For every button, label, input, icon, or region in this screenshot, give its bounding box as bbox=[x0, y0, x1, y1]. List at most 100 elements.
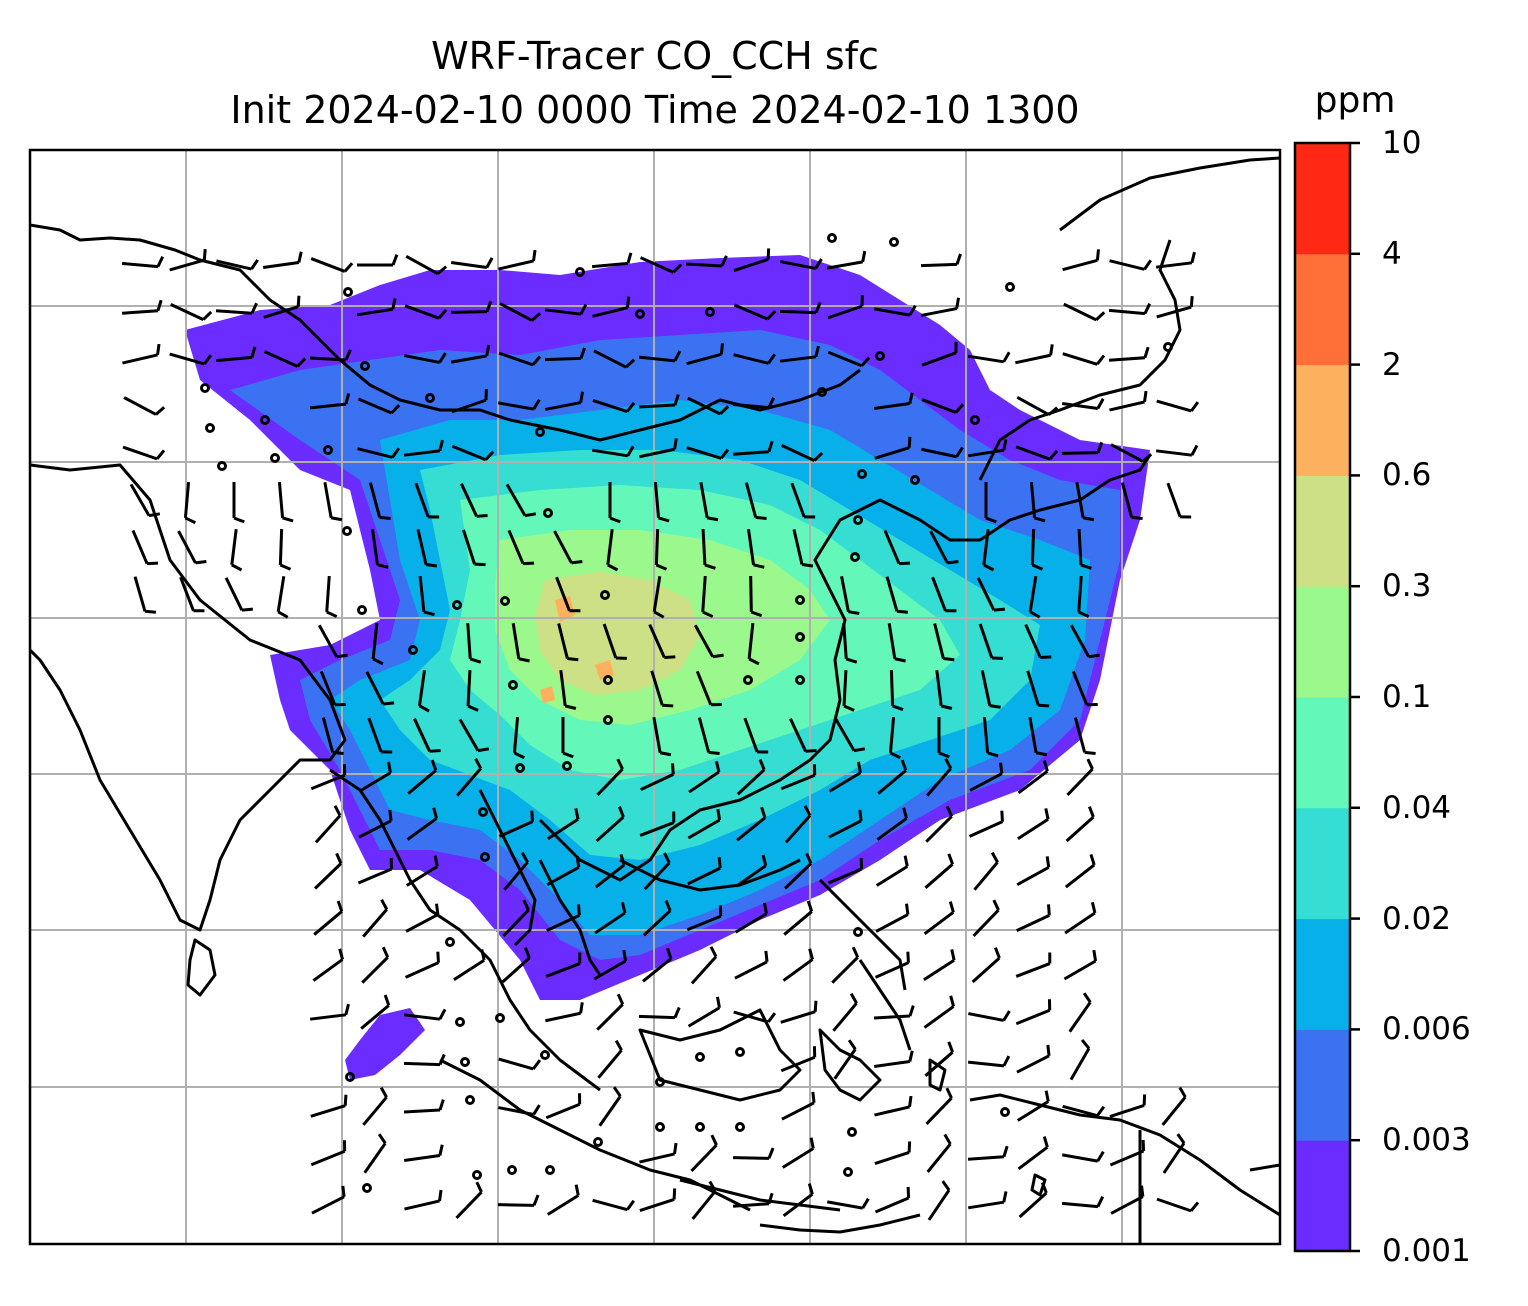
wind-barb-flag bbox=[532, 249, 537, 262]
wind-barb bbox=[638, 355, 676, 363]
wind-barb bbox=[643, 861, 671, 891]
wind-barb-flag bbox=[1084, 750, 1096, 755]
wind-barb-flag bbox=[805, 749, 817, 753]
calm-wind-marker bbox=[480, 852, 490, 862]
wind-barb-flag bbox=[861, 1197, 870, 1209]
wind-barb bbox=[466, 669, 472, 707]
wind-barb-flag bbox=[767, 440, 774, 453]
calm-wind-marker bbox=[540, 1050, 550, 1060]
wind-barb bbox=[744, 482, 758, 518]
wind-barb bbox=[640, 773, 674, 791]
wind-barb-flag bbox=[720, 255, 728, 267]
wind-barb bbox=[1016, 1100, 1050, 1122]
wind-barb bbox=[358, 771, 392, 793]
wind-barb bbox=[889, 669, 895, 707]
wind-barb-flag bbox=[720, 448, 730, 460]
wind-barb bbox=[686, 914, 722, 932]
wind-barb bbox=[1155, 449, 1193, 457]
wind-barb-flag bbox=[438, 1189, 443, 1202]
wind-barb-flag bbox=[184, 516, 196, 525]
wind-barb bbox=[924, 863, 954, 889]
wind-barb bbox=[743, 717, 759, 753]
wind-barb bbox=[687, 396, 721, 416]
calm-wind-marker bbox=[445, 937, 455, 947]
calm-wind-marker bbox=[1000, 1107, 1010, 1117]
wind-barb bbox=[325, 575, 331, 613]
wind-barb-flag bbox=[714, 760, 721, 773]
wind-barb bbox=[733, 258, 769, 272]
colorbar-tick-label: 0.006 bbox=[1382, 1011, 1471, 1048]
wind-barb bbox=[779, 309, 817, 315]
wind-barb-flag bbox=[766, 248, 771, 260]
wind-barb-flag bbox=[577, 904, 581, 916]
wind-barb bbox=[1109, 400, 1145, 412]
wind-barb bbox=[460, 483, 478, 517]
wind-barb-flag bbox=[1096, 1150, 1105, 1162]
wind-barb-flag bbox=[905, 903, 910, 915]
wind-barb-flag bbox=[155, 449, 166, 460]
wind-barb-flag bbox=[1034, 516, 1046, 523]
wind-barb bbox=[877, 769, 907, 795]
wind-barb-flag bbox=[1042, 1136, 1049, 1148]
wind-barb-flag bbox=[767, 1012, 777, 1023]
wind-barb-flag bbox=[438, 1008, 447, 1020]
wind-barb-flag bbox=[241, 607, 253, 612]
wind-barb bbox=[701, 575, 707, 613]
wind-barb bbox=[874, 446, 910, 460]
wind-barb bbox=[596, 768, 624, 796]
wind-barb bbox=[875, 865, 909, 887]
wind-barb-flag bbox=[814, 345, 820, 358]
wind-barb bbox=[453, 958, 485, 982]
wind-barb bbox=[545, 962, 581, 978]
wind-barb bbox=[842, 669, 848, 707]
wind-barb bbox=[367, 717, 383, 753]
wind-barb bbox=[502, 909, 530, 937]
wind-barb-flag bbox=[758, 758, 766, 771]
wind-barb bbox=[1063, 302, 1097, 322]
wind-barb bbox=[547, 817, 579, 841]
calm-wind-marker bbox=[795, 632, 805, 642]
wind-barb-flag bbox=[1095, 249, 1100, 261]
wind-barb bbox=[1017, 817, 1049, 841]
wind-barb bbox=[407, 769, 437, 795]
wind-barb bbox=[982, 716, 990, 754]
wind-barb-flag bbox=[148, 512, 161, 518]
wind-barb-flag bbox=[666, 947, 673, 960]
wind-barb-flag bbox=[906, 951, 910, 963]
calm-wind-marker bbox=[345, 1072, 355, 1082]
wind-barb bbox=[122, 353, 158, 365]
wind-barb bbox=[780, 1010, 816, 1024]
wind-barb-flag bbox=[620, 901, 627, 914]
wind-barb-flag bbox=[847, 1039, 857, 1051]
wind-barb bbox=[733, 1010, 769, 1024]
wind-barb-flag bbox=[574, 808, 580, 820]
wind-barb bbox=[1065, 815, 1095, 843]
calm-wind-marker bbox=[452, 600, 462, 610]
calm-wind-marker bbox=[843, 1167, 853, 1177]
wind-barb bbox=[967, 1060, 1005, 1068]
wind-barb bbox=[1062, 1104, 1098, 1118]
wind-barb bbox=[780, 773, 816, 791]
wind-barb bbox=[653, 481, 661, 519]
wind-barb-flag bbox=[607, 563, 619, 572]
wind-barb bbox=[357, 867, 393, 885]
wind-barb-flag bbox=[513, 751, 525, 760]
wind-barb-flag bbox=[202, 310, 213, 321]
wind-barb bbox=[545, 1011, 581, 1023]
colorbar-segment bbox=[1295, 1029, 1350, 1141]
wind-barb bbox=[456, 767, 482, 797]
wind-barb bbox=[403, 1061, 441, 1067]
wind-barb-flag bbox=[954, 403, 965, 414]
wind-barb bbox=[263, 350, 299, 368]
wind-barb-flag bbox=[1089, 853, 1096, 866]
wind-barb bbox=[885, 576, 899, 612]
wind-barb-flag bbox=[381, 946, 390, 958]
wind-barb bbox=[1015, 445, 1051, 461]
wind-barb bbox=[926, 1143, 952, 1173]
colorbar-segment bbox=[1295, 807, 1350, 920]
wind-barb-flag bbox=[813, 1000, 818, 1012]
wind-barb bbox=[687, 1006, 721, 1028]
map-frame bbox=[28, 148, 1282, 1246]
wind-barb-flag bbox=[379, 1086, 388, 1098]
colorbar-tick-label: 0.04 bbox=[1382, 789, 1452, 826]
